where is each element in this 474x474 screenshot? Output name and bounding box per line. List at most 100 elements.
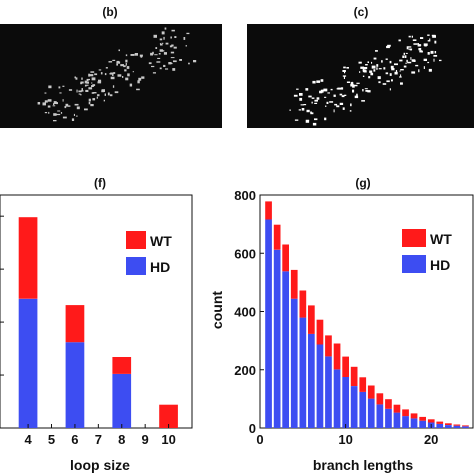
speckle: [53, 120, 57, 122]
bar-g-wt-2: [273, 224, 281, 250]
speckle: [323, 88, 328, 92]
speckle: [371, 65, 376, 69]
speckle: [382, 83, 387, 85]
speckle: [68, 89, 73, 91]
speckle: [334, 103, 338, 106]
speckle: [129, 83, 133, 87]
speckle: [356, 82, 360, 84]
chart-f-xtick-label: 5: [48, 432, 55, 447]
speckle: [403, 65, 407, 68]
bar-g-hd-12: [359, 391, 367, 428]
bar-g-hd-21: [436, 423, 444, 428]
speckle: [430, 50, 434, 54]
speckle: [139, 54, 143, 57]
speckle: [390, 65, 394, 69]
bar-g-wt-9: [333, 343, 341, 370]
speckle: [97, 94, 100, 97]
speckle: [123, 65, 126, 68]
speckle: [170, 57, 175, 59]
speckle: [75, 77, 78, 80]
speckle: [158, 53, 161, 55]
speckle: [327, 92, 330, 94]
speckle: [159, 43, 162, 45]
speckle: [402, 55, 405, 58]
speckle: [126, 66, 130, 69]
speckle: [84, 80, 88, 84]
speckle: [362, 75, 365, 77]
bar-g-hd-4: [290, 298, 298, 428]
speckle: [109, 73, 112, 75]
speckle: [53, 103, 55, 105]
bar-g-wt-19: [419, 416, 426, 421]
chart-g-legend-swatch-hd: [402, 255, 426, 273]
bar-g-wt-7: [316, 319, 324, 345]
speckle: [418, 69, 420, 73]
speckle: [370, 72, 374, 76]
speckle: [343, 66, 346, 69]
speckle: [81, 77, 83, 80]
speckle: [75, 115, 78, 117]
bar-g-wt-17: [402, 409, 409, 417]
speckle: [104, 73, 107, 76]
speckle: [114, 91, 119, 94]
speckle: [407, 46, 412, 48]
speckle: [88, 98, 91, 102]
bar-g-wt-14: [376, 393, 384, 405]
speckle: [356, 93, 358, 96]
speckle: [112, 59, 116, 61]
speckle: [400, 69, 404, 71]
speckle: [47, 105, 51, 108]
speckle: [96, 96, 98, 99]
chart-g-legend-label-wt: WT: [430, 231, 452, 247]
speckle: [132, 71, 134, 73]
speckle: [42, 102, 46, 106]
panel-g-label: (g): [355, 176, 370, 190]
speckle: [314, 102, 318, 104]
speckle: [344, 71, 346, 74]
speckle: [112, 85, 115, 88]
speckle: [48, 111, 50, 114]
speckle: [316, 80, 321, 83]
bar-g-wt-18: [410, 413, 418, 419]
speckle: [376, 64, 379, 67]
speckle: [86, 81, 89, 84]
speckle: [118, 49, 120, 52]
speckle: [58, 86, 61, 89]
bar-g-wt-4: [290, 269, 298, 299]
speckle: [434, 40, 437, 44]
speckle: [134, 53, 138, 56]
speckle: [153, 34, 157, 38]
panel-c-image: [247, 24, 474, 128]
speckle: [398, 39, 401, 42]
speckle: [140, 56, 143, 58]
chart-f: 4 5 6 7 8 9 10 WT HD: [0, 194, 193, 447]
speckle: [352, 89, 355, 93]
speckle: [433, 58, 435, 62]
speckle: [88, 73, 90, 77]
speckle: [48, 85, 52, 89]
speckle: [122, 76, 124, 78]
speckle: [160, 44, 163, 46]
chart-g-xtick-label: 20: [424, 432, 438, 447]
speckle: [98, 79, 102, 83]
speckle: [76, 89, 78, 93]
speckle: [428, 68, 432, 72]
panel-b-image: [0, 24, 222, 128]
speckle: [343, 94, 347, 96]
speckle: [389, 60, 392, 64]
speckle: [423, 43, 428, 46]
speckle: [326, 101, 329, 104]
speckle: [141, 76, 145, 79]
speckle: [171, 29, 175, 32]
speckle: [375, 50, 378, 52]
speckle: [394, 71, 398, 75]
speckle: [80, 90, 84, 92]
speckle: [350, 82, 354, 85]
chart-f-xtick-label: 4: [24, 432, 32, 447]
speckle: [425, 43, 428, 45]
bar-g-wt-13: [367, 385, 375, 399]
bar-g-hd-10: [342, 377, 349, 428]
speckle: [411, 35, 413, 38]
speckle: [117, 74, 122, 77]
speckle: [53, 113, 57, 116]
